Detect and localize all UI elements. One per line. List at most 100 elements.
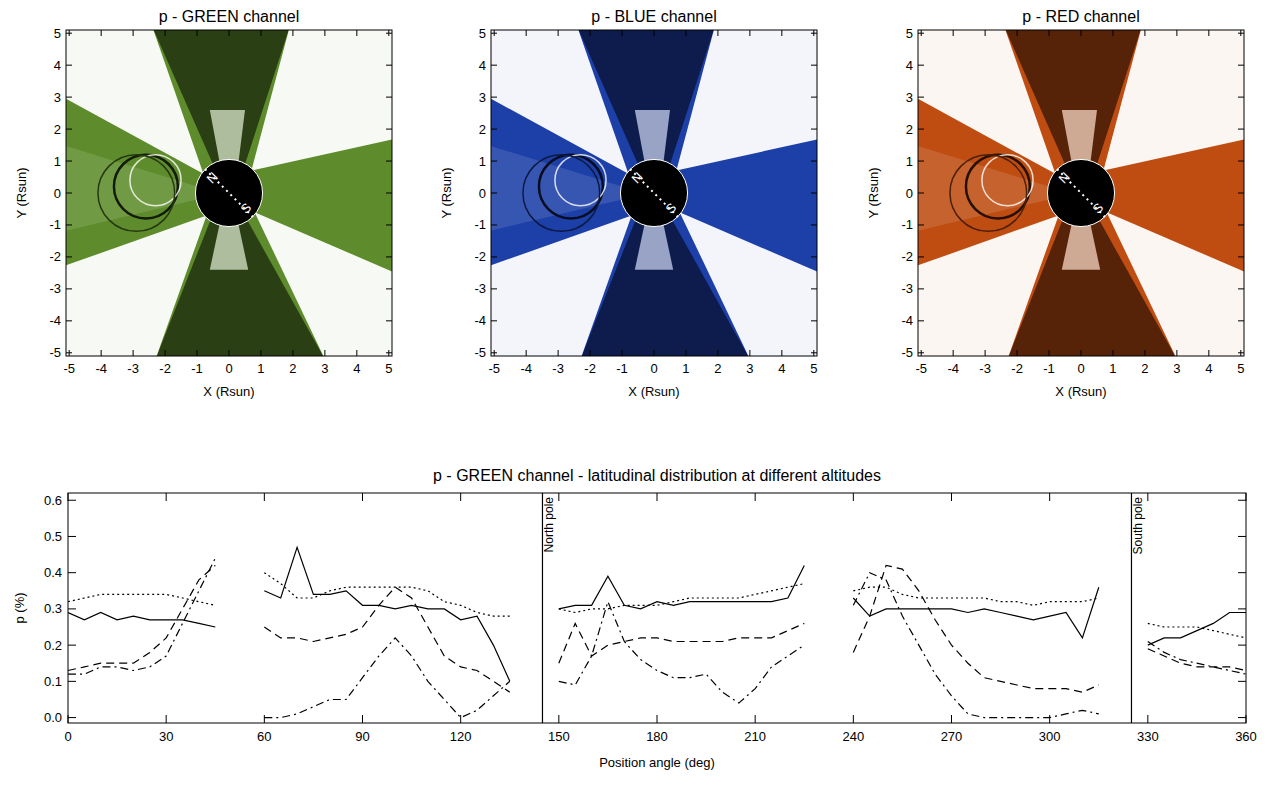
x-tick-label: 2 [289, 361, 296, 376]
x-tick [558, 493, 559, 501]
y-tick [1238, 97, 1244, 98]
x-tick [951, 715, 952, 723]
y-tick [386, 193, 392, 194]
streamer [251, 30, 392, 171]
x-tick-label: 4 [353, 361, 360, 376]
y-tick [1238, 717, 1246, 718]
x-tick-label: 180 [646, 729, 668, 744]
y-tick-label: 0 [906, 186, 913, 201]
x-tick [1144, 350, 1145, 356]
y-tick [66, 33, 72, 34]
x-tick-label: -5 [488, 361, 500, 376]
y-tick [66, 288, 72, 289]
x-tick-label: 240 [842, 729, 864, 744]
x-tick-label: -3 [979, 361, 991, 376]
y-tick-label: 0 [54, 186, 61, 201]
bright-core [635, 225, 673, 270]
streamer [1103, 30, 1244, 171]
x-tick-label: 2 [1141, 361, 1148, 376]
y-tick [491, 97, 497, 98]
y-tick [811, 161, 817, 162]
y-tick [491, 65, 497, 66]
x-tick [362, 493, 363, 501]
series-line [68, 558, 215, 674]
x-tick-label: 2 [714, 361, 721, 376]
y-tick [68, 572, 76, 573]
series-line [559, 602, 805, 703]
bright-core [1062, 225, 1100, 270]
y-tick [811, 320, 817, 321]
frame [491, 30, 817, 356]
y-tick [1238, 500, 1246, 501]
streamer [66, 215, 207, 356]
y-tick [918, 193, 924, 194]
x-tick-label: 150 [548, 729, 570, 744]
x-axis-title: X (Rsun) [1055, 384, 1106, 399]
y-tick [386, 320, 392, 321]
x-tick-label: -2 [159, 361, 171, 376]
x-tick [781, 30, 782, 36]
y-tick [491, 129, 497, 130]
y-tick-label: 1 [906, 154, 913, 169]
y-tick [491, 224, 497, 225]
y-tick-label: 0.6 [44, 493, 62, 508]
y-tick [66, 193, 72, 194]
x-tick [1144, 30, 1145, 36]
x-tick-label: 60 [257, 729, 271, 744]
y-tick-label: 3 [906, 90, 913, 105]
series-line [68, 613, 215, 628]
series-line [559, 623, 805, 663]
y-tick-label: 0.2 [44, 638, 62, 653]
x-tick [654, 350, 655, 356]
y-tick-label: 0 [479, 186, 486, 201]
y-tick [66, 352, 72, 353]
x-tick [1081, 350, 1082, 356]
panel-title: p - BLUE channel [591, 8, 716, 25]
x-tick-label: -3 [127, 361, 139, 376]
x-tick-label: -4 [947, 361, 959, 376]
frame [918, 30, 1244, 356]
streamer [66, 30, 203, 174]
x-tick-label: 1 [257, 361, 264, 376]
streamer [676, 30, 817, 171]
x-tick-label: 0 [1077, 361, 1084, 376]
x-tick [685, 30, 686, 36]
cme-loop [950, 155, 1027, 232]
y-tick [918, 352, 924, 353]
streamer [255, 212, 392, 356]
y-tick [66, 256, 72, 257]
x-tick [749, 350, 750, 356]
y-tick [1238, 129, 1244, 130]
x-tick-label: -2 [584, 361, 596, 376]
x-axis-title: X (Rsun) [203, 384, 254, 399]
y-tick [491, 161, 497, 162]
y-tick-label: -5 [49, 345, 61, 360]
y-tick [491, 352, 497, 353]
y-tick-label: 1 [479, 154, 486, 169]
polarization-map [66, 30, 392, 356]
series-line [853, 587, 1099, 638]
y-tick-label: -2 [49, 249, 61, 264]
y-tick [66, 97, 72, 98]
x-tick [133, 30, 134, 36]
y-tick [66, 320, 72, 321]
y-axis-title: Y (Rsun) [439, 167, 454, 218]
series-line [264, 547, 510, 681]
y-tick-label: -3 [901, 281, 913, 296]
pole-label: N [1056, 169, 1073, 186]
x-tick [1208, 30, 1209, 36]
x-tick [951, 493, 952, 501]
x-tick [953, 350, 954, 356]
streamer [1107, 212, 1244, 356]
y-tick [1238, 288, 1244, 289]
x-tick [985, 30, 986, 36]
bright-core [210, 225, 248, 270]
streamer [491, 215, 632, 356]
x-tick-label: 0 [650, 361, 657, 376]
y-tick-label: 0.0 [44, 710, 62, 725]
x-tick [985, 350, 986, 356]
series-line [264, 573, 510, 616]
x-tick-label: 90 [355, 729, 369, 744]
y-tick-label: 0.1 [44, 674, 62, 689]
x-tick [657, 493, 658, 501]
